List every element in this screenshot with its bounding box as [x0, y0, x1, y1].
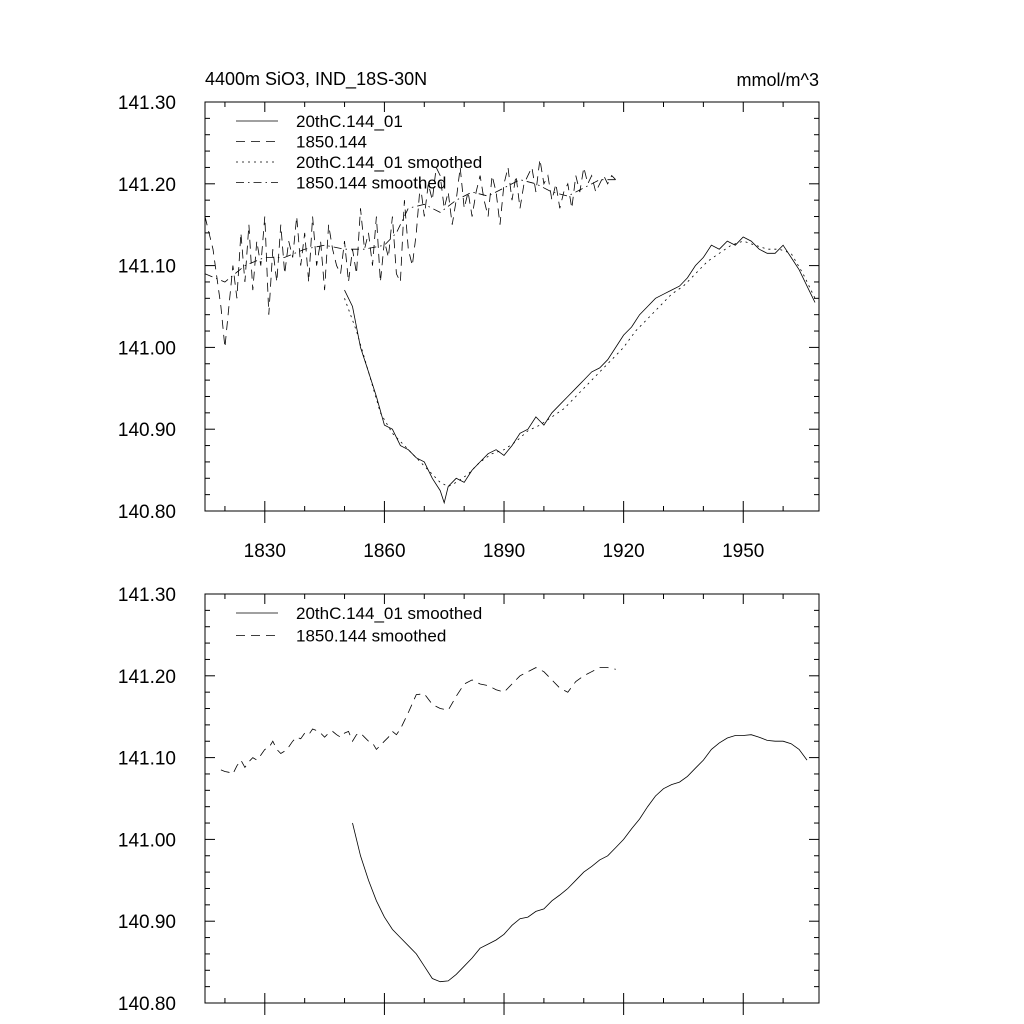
- y-tick-label: 141.00: [118, 830, 176, 851]
- legend-label: 1850.144 smoothed: [296, 174, 446, 193]
- y-tick-label: 141.20: [118, 175, 176, 196]
- x-tick-label: 1920: [602, 541, 644, 562]
- series-line-20thc-144-01-smoothed: [344, 240, 816, 487]
- series-line-20thc-144-01-smoothed: [352, 734, 808, 983]
- y-tick-label: 141.10: [118, 257, 176, 278]
- legend-label: 20thC.144_01 smoothed: [296, 153, 482, 172]
- y-tick-label: 140.80: [118, 502, 176, 523]
- y-tick-label: 141.10: [118, 749, 176, 770]
- x-tick-label: 1830: [244, 541, 286, 562]
- legend-label: 20thC.144_01 smoothed: [296, 604, 482, 623]
- legend-label: 20thC.144_01: [296, 112, 403, 131]
- top-chart-panel: 141.30 141.20 141.10 141.00 140.90 140.80 1830…: [118, 93, 819, 562]
- legend-label: 1850.144: [296, 133, 367, 152]
- y-tick-label: 140.80: [118, 994, 176, 1015]
- series-line-20thc-144-01: [344, 236, 816, 505]
- x-tick-label: 1860: [363, 541, 405, 562]
- series-line-1850-144-smoothed: [220, 667, 616, 775]
- x-tick-label: 1950: [722, 541, 764, 562]
- y-tick-label: 140.90: [118, 912, 176, 933]
- x-tick-label: 1890: [483, 541, 525, 562]
- series-line-1850-144-smoothed: [204, 179, 616, 283]
- y-tick-label: 141.20: [118, 667, 176, 688]
- y-tick-label: 140.90: [118, 420, 176, 441]
- units-label: mmol/m^3: [737, 70, 819, 90]
- y-tick-label: 141.30: [118, 585, 176, 606]
- legend-label: 1850.144 smoothed: [296, 627, 446, 646]
- top-plot-frame: [204, 101, 820, 512]
- y-tick-label: 141.30: [118, 93, 176, 114]
- bottom-plot-frame: [204, 593, 820, 1004]
- bottom-chart-panel: 141.30 141.20 141.10 141.00 140.90 140.80 20th…: [118, 585, 819, 1015]
- chart-title: 4400m SiO3, IND_18S-30N: [205, 69, 427, 90]
- y-tick-label: 141.00: [118, 338, 176, 359]
- series-line-1850-144: [204, 159, 616, 348]
